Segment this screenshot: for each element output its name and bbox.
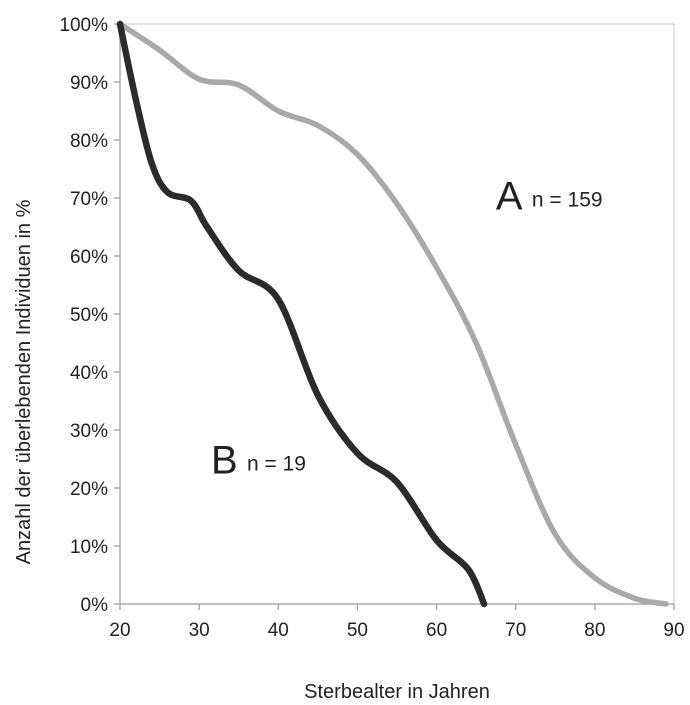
y-tick-label: 50% <box>70 305 108 326</box>
y-tick-label: 60% <box>70 247 108 268</box>
y-axis-ticks: 0% 10% 20% 30% 40% 50% 60% 70% 80% 90% 100% <box>59 15 120 616</box>
y-tick-label: 40% <box>70 363 108 384</box>
series-letter: A <box>496 175 523 219</box>
y-tick-label: 100% <box>59 15 108 36</box>
series-count: n = 19 <box>247 453 306 476</box>
x-axis-ticks: 20 30 40 50 60 70 80 90 <box>109 604 685 641</box>
y-tick-label: 70% <box>70 189 108 210</box>
x-axis-title: Sterbealter in Jahren <box>304 681 490 703</box>
y-tick-label: 10% <box>70 537 108 558</box>
x-tick-label: 80 <box>584 620 605 641</box>
x-tick-label: 60 <box>426 620 447 641</box>
plot-area-frame <box>119 23 675 605</box>
series-line-b <box>116 20 488 608</box>
y-tick-label: 20% <box>70 479 108 500</box>
y-tick-label: 0% <box>81 595 109 616</box>
series-line-a <box>117 21 669 607</box>
x-tick-label: 20 <box>109 620 130 641</box>
y-tick-label: 90% <box>70 73 108 94</box>
y-tick-label: 80% <box>70 131 108 152</box>
y-tick-label: 30% <box>70 421 108 442</box>
x-tick-label: 70 <box>505 620 526 641</box>
y-axis-title: Anzahl der überlebenden Individuen in % <box>13 199 35 564</box>
x-tick-label: 40 <box>268 620 289 641</box>
series-count: n = 159 <box>532 189 603 212</box>
x-tick-label: 50 <box>347 620 368 641</box>
x-tick-label: 30 <box>189 620 210 641</box>
series-letter: B <box>211 439 238 483</box>
x-tick-label: 90 <box>663 620 684 641</box>
series-lines <box>116 20 669 608</box>
